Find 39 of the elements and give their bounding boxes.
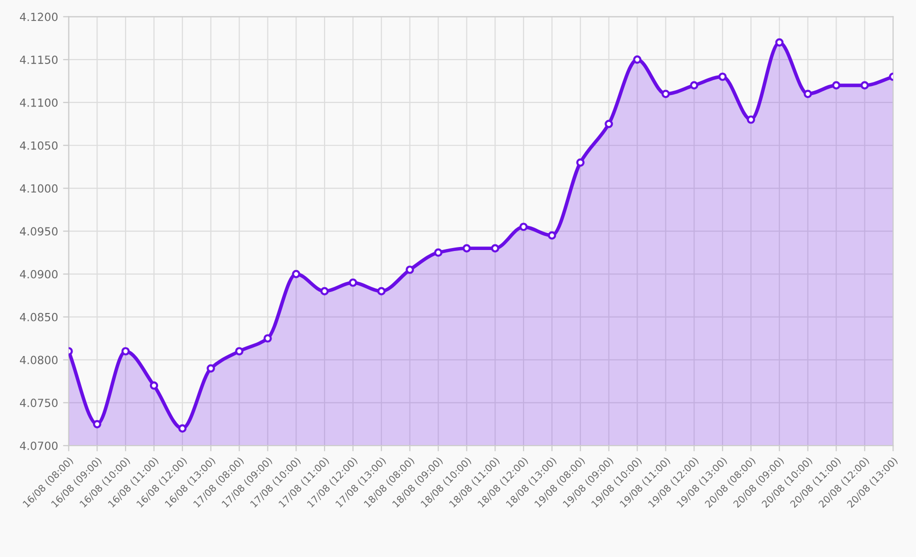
y-tick-label: 4.0800 [20, 356, 58, 364]
y-tick-label: 4.1150 [20, 56, 58, 64]
point [121, 347, 130, 356]
y-tick-label: 4.1050 [20, 141, 58, 150]
y-tick-label: 4.0750 [20, 398, 58, 408]
point [718, 72, 727, 81]
point [804, 90, 812, 98]
point [633, 55, 642, 64]
point [264, 334, 272, 343]
point [690, 81, 698, 90]
point [746, 115, 756, 124]
point [462, 244, 471, 252]
point [576, 158, 585, 167]
point [662, 90, 670, 98]
y-tick-label: 4.0900 [20, 270, 58, 278]
point [434, 248, 442, 257]
point [348, 278, 358, 287]
y-tick-label: 4.1200 [20, 12, 58, 22]
point [490, 244, 500, 252]
point [377, 287, 386, 296]
point [292, 270, 300, 278]
point [320, 287, 329, 296]
point [206, 364, 216, 373]
point [178, 424, 187, 433]
point [832, 81, 840, 90]
point [406, 266, 414, 274]
y-tick-label: 4.0950 [20, 227, 58, 236]
point [860, 81, 869, 90]
y-tick-label: 4.1100 [20, 98, 58, 107]
point [604, 120, 613, 128]
y-tick-label: 4.0700 [20, 442, 58, 450]
point [775, 38, 784, 47]
point [235, 347, 244, 356]
y-tick-label: 4.0850 [20, 312, 58, 322]
point [548, 231, 556, 240]
point [150, 381, 158, 390]
point [519, 222, 528, 232]
point [92, 420, 102, 428]
y-tick-label: 4.1000 [20, 184, 58, 193]
